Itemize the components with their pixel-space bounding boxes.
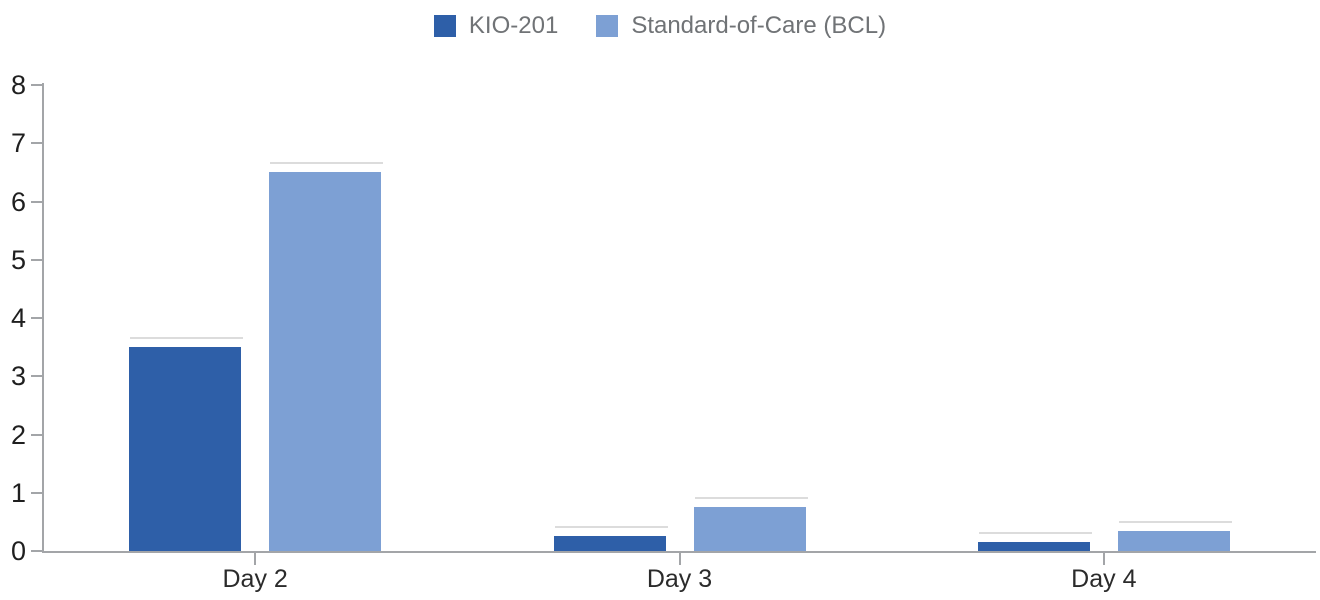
legend-swatch-standard-of-care-icon	[596, 15, 619, 37]
y-axis-line	[42, 83, 44, 553]
y-axis-tick	[31, 550, 43, 552]
y-axis-tick-label: 6	[10, 186, 26, 217]
x-axis-category-label: Day 2	[222, 565, 288, 593]
bar-kio-201-day-4	[977, 532, 1092, 551]
bar-standard-of-care-bcl-day-4	[1117, 521, 1232, 551]
chart-legend: KIO-201 Standard-of-Care (BCL)	[0, 12, 1320, 40]
y-axis-tick	[31, 375, 43, 378]
x-axis-category-label: Day 4	[1071, 565, 1137, 593]
y-axis-tick	[31, 200, 43, 203]
legend-swatch-kio-201-icon	[433, 15, 456, 37]
y-axis-tick-label: 7	[10, 128, 26, 159]
bar-kio-201-day-2	[129, 337, 244, 551]
bar-top-shadow	[1118, 521, 1232, 523]
legend-item-standard-of-care: Standard-of-Care (BCL)	[596, 12, 886, 40]
y-axis-tick-label: 4	[10, 303, 26, 333]
bar-top-shadow	[694, 497, 808, 499]
x-axis-tick	[678, 553, 681, 565]
bar-standard-of-care-bcl-day-2	[269, 162, 384, 551]
x-axis-tick	[254, 553, 257, 565]
y-axis-tick	[31, 84, 43, 86]
y-axis-tick	[31, 142, 43, 145]
y-axis-tick	[31, 258, 43, 261]
legend-item-kio-201: KIO-201	[433, 12, 559, 40]
bar-top-shadow	[270, 162, 384, 164]
y-axis-tick-label: 1	[10, 477, 26, 508]
y-axis-tick-label: 3	[10, 361, 26, 392]
x-axis-line	[42, 551, 1316, 553]
y-axis-tick-label: 0	[10, 536, 26, 566]
y-axis-tick-label: 2	[10, 419, 26, 450]
x-axis-tick	[1102, 553, 1105, 565]
legend-label-standard-of-care: Standard-of-Care (BCL)	[631, 12, 887, 39]
y-axis-tick	[31, 317, 43, 319]
bar-top-shadow	[130, 337, 244, 339]
y-axis-tick-label: 5	[10, 244, 26, 275]
bar-top-shadow	[554, 526, 668, 528]
y-axis-tick	[31, 491, 43, 494]
legend-label-kio-201: KIO-201	[468, 12, 559, 39]
y-axis-tick	[31, 433, 43, 436]
bar-top-shadow	[978, 532, 1092, 534]
bar-standard-of-care-bcl-day-3	[693, 497, 808, 551]
bar-kio-201-day-3	[553, 526, 668, 551]
x-axis-category-label: Day 3	[646, 565, 713, 593]
y-axis-tick-label: 8	[10, 70, 26, 100]
